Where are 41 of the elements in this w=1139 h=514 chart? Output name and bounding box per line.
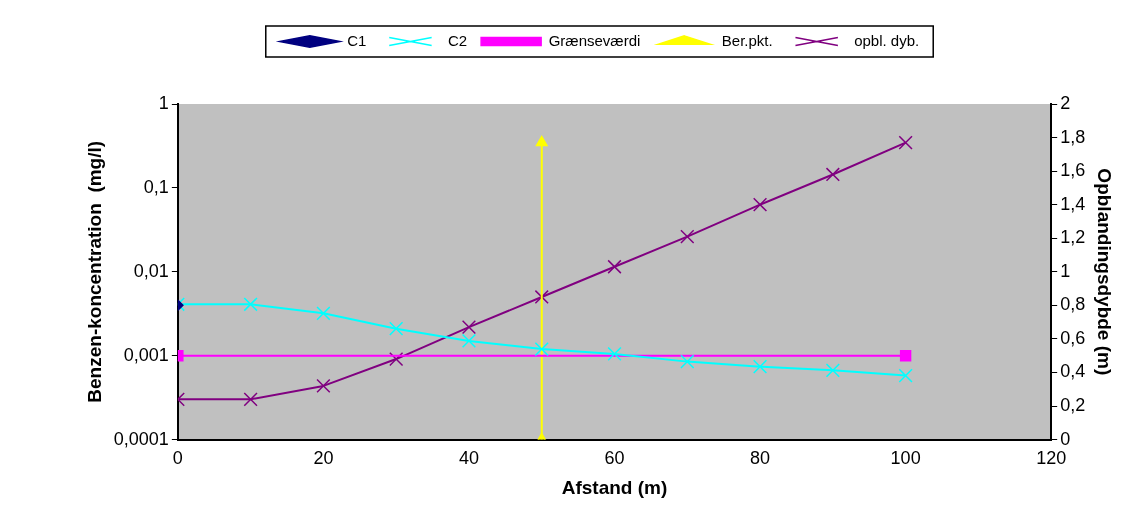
y2-tick-label: 1,4 xyxy=(1060,193,1086,214)
y-tick-label: 0,1 xyxy=(143,176,169,197)
y-axis-title: Benzen-koncentration (mg/l) xyxy=(83,140,105,403)
y2-axis-title: Opblandingsdybde (m) xyxy=(1094,168,1116,376)
y2-tick-label: 1 xyxy=(1060,260,1071,281)
y2-tick-label: 1,6 xyxy=(1060,160,1086,181)
point xyxy=(825,363,840,378)
x-tick-label: 80 xyxy=(750,448,771,469)
x-tick-label: 20 xyxy=(313,448,334,469)
point xyxy=(752,359,768,374)
y-tick-label: 1 xyxy=(158,92,169,113)
y-tick-label: 0,001 xyxy=(123,344,169,365)
point xyxy=(461,333,477,349)
x-tick-label: 60 xyxy=(604,448,625,469)
y-tick-label: 0,01 xyxy=(133,260,169,281)
point xyxy=(389,321,404,336)
y2-tick-label: 0,4 xyxy=(1060,361,1086,382)
y2-tick-label: 0,2 xyxy=(1060,395,1086,416)
y2-tick-label: 2 xyxy=(1060,92,1071,113)
point xyxy=(316,306,331,321)
y2-tick-label: 1,8 xyxy=(1060,126,1086,147)
point xyxy=(680,354,695,369)
x-tick-label: 100 xyxy=(890,448,921,469)
legend-label: Ber.pkt. xyxy=(721,31,773,49)
point xyxy=(534,341,549,357)
legend-label: C1 xyxy=(347,31,367,49)
y-tick-label: 0,0001 xyxy=(113,428,169,449)
point xyxy=(243,297,258,312)
x-tick-label: 120 xyxy=(1036,448,1067,469)
y2-tick-label: 1,2 xyxy=(1060,227,1086,248)
legend-label: C2 xyxy=(447,31,468,49)
point xyxy=(607,346,622,362)
x-tick-label: 40 xyxy=(458,448,479,469)
y2-tick-label: 0,8 xyxy=(1060,294,1086,315)
y2-tick-label: 0,6 xyxy=(1060,327,1086,348)
legend-label: Grænseværdi xyxy=(548,31,641,49)
point xyxy=(898,368,913,383)
legend-label: opbl. dyb. xyxy=(854,31,920,49)
x-axis-title: Afstand (m) xyxy=(561,476,668,498)
y2-tick-label: 0 xyxy=(1060,428,1071,449)
x-tick-label: 0 xyxy=(172,448,183,469)
